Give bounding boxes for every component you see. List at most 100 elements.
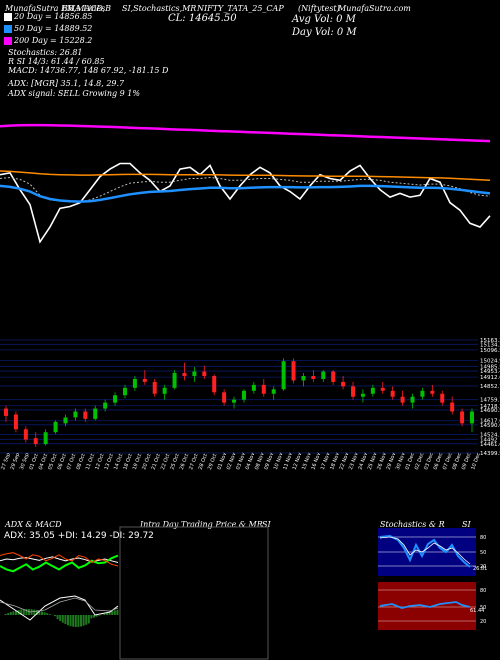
macd-bar [41,611,43,615]
candle-body [261,384,266,394]
macd-bar [61,615,64,623]
candle-body [301,375,306,381]
x-tick-label: 10 Dec [470,452,482,471]
macd-bar [38,610,41,615]
x-tick-label: 27 Oct [188,453,199,471]
stoch-value: 26.81 [473,566,487,572]
y-tick-label: 14617.65 [480,419,500,425]
macd-bar [74,615,77,627]
ema200-swatch [4,36,12,45]
macd-bar [106,612,108,615]
stoch-panel-si: SI [462,520,471,529]
x-tick-label: 07 Dec [442,452,454,471]
symbol: NIFTY_TATA_25_CAP [197,4,284,13]
macd-bar [43,612,46,615]
x-tick-label: 12 Oct [94,453,105,471]
series-adx [0,556,119,563]
candle-body [13,414,18,430]
candle-body [251,384,256,391]
x-tick-label: 21 Oct [151,453,162,471]
macd-bar [20,609,23,615]
x-tick-label: 09 Dec [461,452,473,471]
macd-bar [67,615,69,626]
adx-values: ADX: 35.05 +DI: 14.29 -DI: 29.72 [4,531,154,541]
macd-bar [87,615,90,624]
macd-bar [103,613,106,615]
macd-bar [85,615,88,625]
candle-body [440,393,445,403]
ema20-swatch [4,12,12,21]
rsi-line: R SI 14/3: 61.44 / 60.85 [8,57,105,66]
series-plus_di [0,554,119,573]
y-tick-label: 15024.95 [480,358,500,364]
macd-bar [59,615,62,622]
day-vol: Day Vol: 0 M [292,27,357,38]
x-tick-label: 25 Oct [169,453,180,471]
candle-body [380,387,385,391]
candle-body [122,387,127,396]
y-tick-label: 14590.05 [480,423,500,429]
x-tick-label: 23 Nov [348,452,360,471]
intraday-panel-title: Intra Day Trading Price & MR [140,520,263,529]
avg-vol: Avg Vol: 0 M [292,14,356,25]
x-tick-label: 02 Nov [226,452,238,471]
x-tick-label: 14 Oct [113,453,124,471]
candle-body [192,371,197,376]
x-tick-label: 03 Dec [423,452,435,471]
x-tick-label: 01 Nov [216,452,228,471]
title-left: MunafaSutra EMA Lines [5,4,106,13]
macd-line: MACD: 14736.77, 148 67.92, -181.15 D [8,66,169,75]
x-tick-label: 29 Sep [10,452,22,470]
candle-body [400,396,405,403]
intraday-panel-si: SI [262,520,271,529]
x-tick-label: 18 Nov [329,452,341,471]
macd-bar [95,615,98,617]
x-tick-label: 10 Nov [273,452,285,471]
stoch-tick: 80 [480,535,486,541]
candle-body [341,381,346,387]
candle-body [430,390,435,394]
y-tick-label: 14399.55 [480,451,500,457]
y-tick-label: 14852.76 [480,384,500,390]
candle-body [311,375,316,379]
macd-bar [22,609,25,615]
x-tick-label: 06 Oct [57,453,68,471]
macd-signal [0,597,119,613]
y-tick-label: 14718.75 [480,404,500,410]
candle-body [202,371,207,376]
series-minus_di [0,552,119,567]
title-mid1: BB,MACD,B [62,4,111,13]
legend-ema200: 200 Day = 15228.2 [4,36,92,45]
candle-body [113,395,118,403]
candle-body [33,438,38,445]
x-tick-label: 30 Nov [395,452,407,471]
candle-body [390,390,395,397]
macd-bar [93,615,95,618]
macd-bar [72,615,75,627]
candle-body [182,373,187,376]
price-chart: 15163.315134.315096.5 15024.9514985.51495… [0,338,500,471]
x-tick-label: 02 Dec [414,452,426,471]
macd-bar [90,615,93,619]
x-tick-label: 07 Oct [66,453,77,471]
x-tick-label: 13 Oct [104,453,115,471]
x-tick-label: 03 Nov [235,452,247,471]
candle-body [271,389,276,394]
y-tick-label: 14985.5 [480,364,500,370]
macd-bar [4,614,7,615]
rsi-tick: 50 [480,605,486,611]
adx-signal: ADX signal: SELL Growing 9 1% [8,89,140,98]
site: MunafaSutra.com [338,4,411,13]
macd-bar [111,611,114,615]
x-tick-label: 22 Oct [160,453,171,471]
candle-body [470,411,474,424]
macd-bar [82,615,85,626]
candle-body [132,378,137,388]
stoch-d [379,536,471,565]
series-ema200 [0,123,491,143]
x-tick-label: 24 Nov [357,452,369,471]
x-tick-label: 19 Oct [132,453,143,471]
macd-bar [56,615,59,620]
candle-body [23,429,28,440]
x-tick-label: 29 Nov [386,452,398,471]
